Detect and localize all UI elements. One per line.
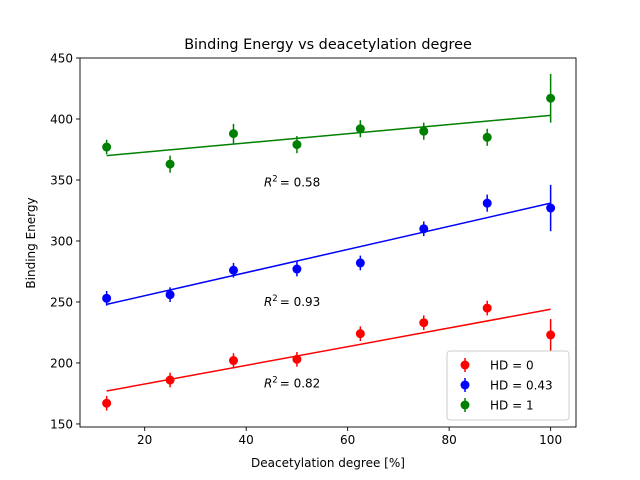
fit-line-1: [106, 308, 551, 392]
y-tick-label: 300: [50, 234, 73, 248]
x-tick-label: 60: [340, 433, 355, 447]
data-point: [546, 93, 556, 103]
y-axis-ticks: 150 200 250 300 350 400 450: [50, 52, 80, 431]
data-point: [355, 124, 365, 134]
data-point: [102, 398, 112, 408]
y-tick-label: 350: [50, 173, 73, 187]
legend-label: HD = 0.43: [490, 379, 553, 393]
data-point: [102, 142, 112, 152]
r-squared-annotation: R2 = 0.82: [264, 376, 320, 391]
fit-line-2: [106, 202, 551, 306]
data-point: [546, 203, 556, 213]
data-point: [165, 375, 175, 385]
data-point: [165, 159, 175, 169]
legend-label: HD = 0: [490, 359, 534, 373]
data-point: [419, 224, 429, 234]
data-point: [482, 303, 492, 313]
data-point: [228, 129, 238, 139]
data-point: [419, 126, 429, 136]
r-squared-annotation: R2 = 0.58: [264, 174, 320, 189]
series-layer: [102, 73, 556, 411]
data-point: [546, 330, 556, 340]
data-point: [165, 290, 175, 300]
data-point: [355, 329, 365, 339]
data-point: [482, 132, 492, 142]
data-point: [292, 140, 302, 150]
x-axis-ticks: 20 40 60 80 100: [137, 427, 562, 447]
legend-marker: [460, 400, 470, 410]
data-point: [228, 265, 238, 275]
data-point: [419, 318, 429, 328]
data-point: [355, 258, 365, 268]
data-point: [292, 354, 302, 364]
y-axis-label: Binding Energy: [24, 197, 38, 288]
plot-area-frame: [79, 57, 577, 428]
x-tick-label: 80: [442, 433, 457, 447]
y-tick-label: 200: [50, 356, 73, 370]
x-tick-label: 100: [539, 433, 562, 447]
data-point: [482, 198, 492, 208]
fit-line-3: [106, 114, 551, 157]
annotation-layer: R2 = 0.82 R2 = 0.93 R2 = 0.58: [264, 174, 320, 390]
data-point: [228, 356, 238, 366]
r-squared-annotation: R2 = 0.93: [264, 294, 320, 309]
data-point: [102, 293, 112, 303]
legend-label: HD = 1: [490, 399, 534, 413]
y-tick-label: 150: [50, 417, 73, 431]
data-point: [292, 264, 302, 274]
legend-box: [446, 350, 570, 421]
y-tick-label: 250: [50, 295, 73, 309]
x-tick-label: 40: [239, 433, 254, 447]
legend: HD = 0 HD = 0.43 HD = 1: [446, 350, 570, 421]
axes: [79, 57, 577, 428]
x-tick-label: 20: [137, 433, 152, 447]
x-axis-label: Deacetylation degree [%]: [251, 456, 405, 470]
y-tick-label: 450: [50, 52, 73, 66]
legend-marker: [460, 380, 470, 390]
chart-title: Binding Energy vs deacetylation degree: [184, 37, 472, 53]
y-tick-label: 400: [50, 112, 73, 126]
legend-marker: [460, 360, 470, 370]
